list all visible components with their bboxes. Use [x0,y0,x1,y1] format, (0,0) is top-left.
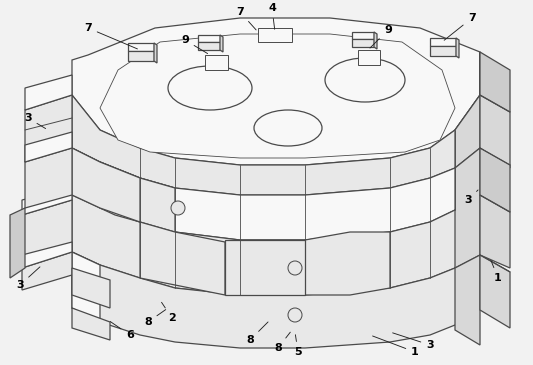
Polygon shape [205,55,228,70]
Polygon shape [358,50,380,65]
Polygon shape [430,46,456,56]
Text: 7: 7 [84,23,138,49]
Text: 8: 8 [246,322,268,345]
Polygon shape [455,148,480,310]
Text: 7: 7 [236,7,256,30]
Polygon shape [305,232,390,295]
Polygon shape [430,38,456,46]
Text: 8: 8 [274,332,290,353]
Polygon shape [22,242,72,268]
Polygon shape [25,75,72,110]
Circle shape [171,201,185,215]
Text: 6: 6 [110,322,134,340]
Polygon shape [198,35,220,42]
Polygon shape [72,252,480,348]
Polygon shape [456,38,459,58]
Polygon shape [100,34,455,158]
Polygon shape [22,200,72,268]
Polygon shape [100,162,175,232]
Polygon shape [72,252,100,322]
Text: 5: 5 [294,335,302,357]
Polygon shape [10,208,25,278]
Ellipse shape [325,58,405,102]
Polygon shape [140,222,225,295]
Polygon shape [480,255,510,272]
Polygon shape [455,52,480,195]
Polygon shape [480,52,510,112]
Polygon shape [72,95,480,195]
Polygon shape [72,148,480,240]
Polygon shape [25,148,72,208]
Polygon shape [25,132,72,162]
Text: 3: 3 [393,333,434,350]
Circle shape [288,308,302,322]
Text: 4: 4 [268,3,276,29]
Polygon shape [22,188,72,215]
Text: 9: 9 [181,35,208,54]
Polygon shape [220,35,223,52]
Polygon shape [258,28,292,42]
Polygon shape [22,252,72,290]
Text: 7: 7 [444,13,476,40]
Text: 2: 2 [161,302,176,323]
Text: 3: 3 [16,267,40,290]
Polygon shape [480,255,510,328]
Text: 8: 8 [144,310,166,327]
Text: 1: 1 [373,336,419,357]
Text: 9: 9 [370,25,392,48]
Polygon shape [128,51,154,61]
Polygon shape [374,32,377,49]
Polygon shape [25,95,72,162]
Polygon shape [128,43,154,51]
Ellipse shape [168,66,252,110]
Polygon shape [154,43,157,63]
Polygon shape [352,39,374,47]
Text: 3: 3 [24,113,46,128]
Polygon shape [480,195,510,268]
Polygon shape [198,42,220,50]
Polygon shape [455,255,480,345]
Ellipse shape [254,110,322,146]
Circle shape [288,261,302,275]
Polygon shape [352,32,374,39]
Polygon shape [72,308,110,340]
Polygon shape [72,18,480,165]
Polygon shape [480,148,510,212]
Text: 3: 3 [464,190,478,205]
Polygon shape [225,240,305,295]
Polygon shape [72,148,140,222]
Polygon shape [72,195,480,295]
Polygon shape [480,95,510,168]
Polygon shape [72,268,110,308]
Text: 1: 1 [491,261,502,283]
